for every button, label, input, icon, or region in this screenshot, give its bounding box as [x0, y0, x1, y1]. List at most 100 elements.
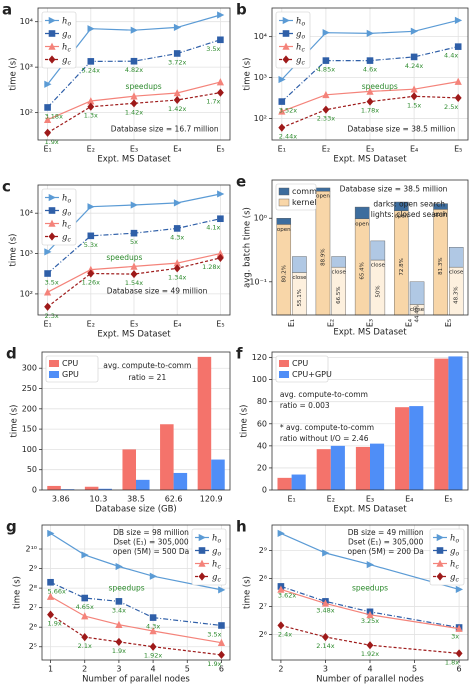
- x-tick-label: E₄: [405, 495, 413, 504]
- y-tick-label: 120: [252, 353, 267, 362]
- legend-label: go: [450, 546, 459, 558]
- legend-name: h: [62, 16, 67, 26]
- annotation: Dset (E₁) = 305,000: [348, 538, 424, 547]
- legend-sub: c: [455, 577, 459, 584]
- speedup-label: 1.8x: [445, 658, 459, 666]
- speedup-label: 2.3x: [45, 312, 59, 320]
- plot-frame: [271, 179, 469, 316]
- speedup-label: 1.26x: [82, 279, 100, 287]
- x-tick-label: 5: [185, 665, 190, 674]
- legend-swatch: [278, 187, 290, 196]
- marker: [410, 27, 419, 35]
- annotation: darks: open search: [373, 199, 445, 208]
- marker: [115, 598, 123, 605]
- marker: [217, 190, 225, 198]
- y-tick-label: 10²: [20, 108, 33, 117]
- legend-sub: o: [67, 34, 71, 41]
- legend-name: h: [450, 559, 455, 569]
- legend-sub: o: [217, 538, 221, 545]
- x-axis-label: Expt. MS Dataset: [97, 155, 171, 165]
- x-tick-label: E₃: [366, 319, 375, 327]
- y-tick-label: 2⁸: [259, 574, 267, 583]
- marker: [454, 93, 462, 102]
- legend-label: ho: [450, 533, 459, 545]
- x-axis-label: Expt. MS Dataset: [97, 330, 171, 340]
- marker: [130, 26, 138, 34]
- marker: [217, 638, 226, 646]
- marker: [454, 77, 462, 85]
- marker: [81, 612, 89, 620]
- y-tick-label: 10³: [254, 73, 267, 82]
- speedup-label: 1.34x: [168, 273, 186, 281]
- x-tick-label: E₁: [43, 320, 51, 329]
- speedup-label: 1.92x: [144, 652, 162, 660]
- marker: [130, 201, 138, 209]
- legend-label: ho: [212, 533, 221, 545]
- pct-label: 81.3%: [438, 257, 444, 274]
- marker: [44, 248, 52, 256]
- y-tick-label: 0: [262, 486, 267, 495]
- speedup-label: 2.14x: [316, 642, 334, 650]
- annotation: speedups: [106, 253, 142, 262]
- x-tick-label: E₁: [278, 145, 286, 154]
- marker: [44, 128, 52, 137]
- y-tick-label: 2⁹: [259, 546, 267, 555]
- x-tick-label: 6: [457, 665, 462, 674]
- x-tick-label: 62.6: [165, 495, 183, 504]
- annotation: Database size = 38.5 million: [347, 124, 455, 133]
- x-tick-label: E₁: [43, 145, 51, 154]
- speedup-label: 1.42x: [168, 105, 186, 113]
- marker: [216, 253, 224, 262]
- speedup-label: 4.82x: [125, 66, 143, 74]
- marker: [44, 104, 51, 111]
- speedup-label: 1.9x: [207, 660, 221, 668]
- marker: [366, 641, 374, 650]
- bar: [160, 424, 174, 490]
- bar-segment: [292, 256, 307, 273]
- y-tick-label: 10⁴: [20, 209, 33, 218]
- speedup-label: 2.33x: [317, 115, 335, 123]
- marker: [366, 561, 374, 569]
- x-tick-label: E₂: [87, 145, 95, 154]
- marker: [149, 614, 157, 621]
- panel-letter: f: [236, 345, 243, 363]
- pct-label: 44.4%: [415, 305, 421, 322]
- speedup-label: 4.65x: [76, 603, 94, 611]
- legend-label: CPU: [292, 359, 308, 368]
- y-axis-label: time (s): [9, 58, 19, 91]
- marker: [282, 30, 290, 37]
- legend-name: g: [62, 232, 68, 242]
- y-tick-label: 40: [257, 441, 267, 450]
- speedup-label: 5.24x: [82, 66, 100, 74]
- legend-name: g: [450, 546, 456, 556]
- marker: [198, 572, 206, 581]
- legend-label: ho: [62, 16, 71, 28]
- annotation: Dset (E₁) = 305,000: [113, 538, 189, 547]
- bar-segment: [370, 240, 386, 261]
- annotation: speedups: [352, 583, 388, 592]
- annotation: speedups: [126, 82, 162, 91]
- marker: [115, 562, 123, 571]
- speedup-label: 1.9x: [45, 138, 59, 146]
- speedup-label: 1.42x: [125, 108, 143, 116]
- bar-segment: [394, 201, 409, 211]
- x-tick-label: E₄: [173, 145, 181, 154]
- marker: [410, 92, 418, 101]
- x-tick-label: E₂: [326, 319, 335, 327]
- x-tick-label: 10.3: [89, 495, 107, 504]
- marker: [48, 232, 56, 241]
- bar: [211, 459, 225, 490]
- y-tick-label: 250: [22, 384, 37, 393]
- marker: [454, 16, 463, 24]
- marker: [43, 288, 52, 296]
- marker: [48, 219, 56, 227]
- marker: [278, 75, 286, 84]
- marker: [278, 107, 286, 115]
- y-tick-label: 10²: [20, 289, 33, 298]
- speedup-label: 2.1x: [78, 642, 92, 650]
- bar: [409, 406, 424, 490]
- annotation: speedups: [109, 583, 145, 592]
- bar-segment: [448, 247, 464, 268]
- x-axis-label: Expt. MS Dataset: [333, 155, 407, 165]
- legend-name: g: [212, 546, 218, 556]
